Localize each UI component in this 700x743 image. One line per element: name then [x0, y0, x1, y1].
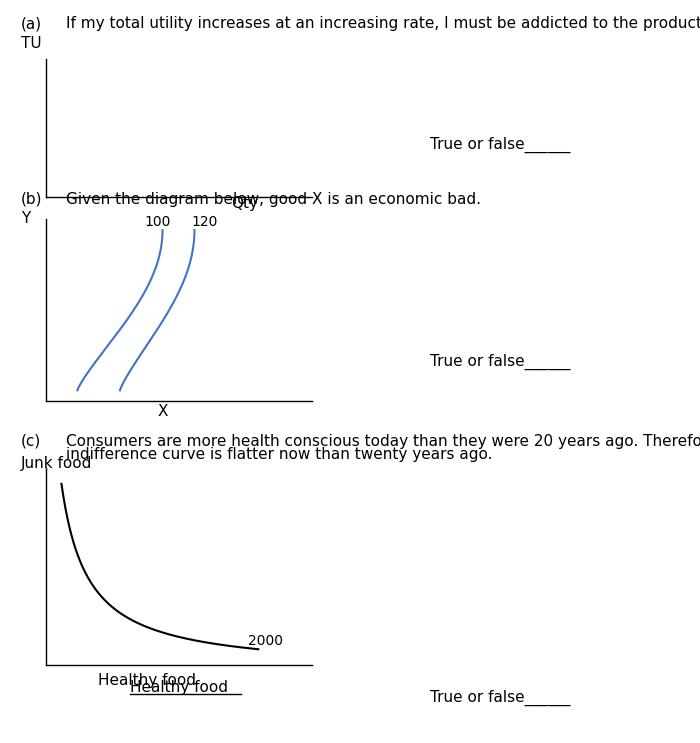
Text: X: X [158, 403, 168, 419]
Text: Y: Y [21, 211, 30, 226]
Text: True or false______: True or false______ [430, 354, 571, 370]
Text: True or false______: True or false______ [430, 690, 571, 707]
Text: (b): (b) [21, 192, 43, 207]
Text: Qty: Qty [232, 196, 258, 211]
Text: 120: 120 [192, 215, 218, 230]
Text: If my total utility increases at an increasing rate, I must be addicted to the p: If my total utility increases at an incr… [66, 16, 700, 31]
Text: Given the diagram below, good X is an economic bad.: Given the diagram below, good X is an ec… [66, 192, 482, 207]
Text: Consumers are more health conscious today than they were 20 years ago. Therefore: Consumers are more health conscious toda… [66, 434, 700, 449]
Text: True or false______: True or false______ [430, 137, 571, 153]
Text: TU: TU [21, 36, 41, 51]
Text: 2000: 2000 [248, 635, 283, 649]
Text: 100: 100 [144, 215, 170, 230]
Text: Junk food: Junk food [21, 456, 92, 471]
Text: (a): (a) [21, 16, 42, 31]
Text: Healthy food: Healthy food [97, 672, 195, 688]
Text: (c): (c) [21, 434, 41, 449]
Text: Healthy food: Healthy food [130, 681, 228, 695]
Text: indifference curve is flatter now than twenty years ago.: indifference curve is flatter now than t… [66, 447, 493, 462]
